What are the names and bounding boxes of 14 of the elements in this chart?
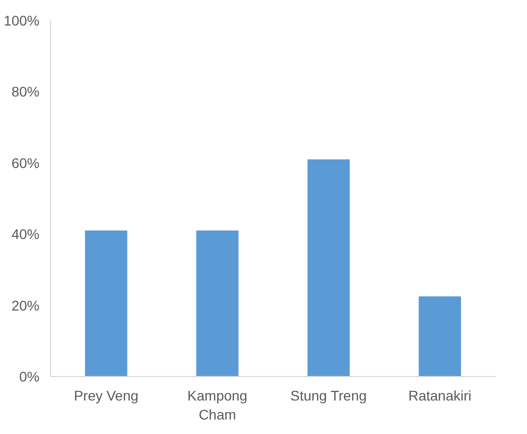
y-tick-label: 40%	[11, 226, 40, 242]
x-tick-label: Kampong Cham	[187, 388, 248, 423]
y-tick-label: 20%	[11, 297, 40, 314]
x-tick-label: Stung Treng	[290, 388, 367, 404]
bar	[307, 159, 350, 376]
y-tick-label: 0%	[19, 368, 40, 384]
x-tick-label: Ratanakiri	[408, 388, 472, 404]
bar	[196, 230, 239, 376]
y-tick-label: 80%	[11, 84, 40, 100]
bar	[84, 230, 128, 376]
x-tick-label: Prey Veng	[74, 388, 138, 404]
y-tick-label: 60%	[11, 154, 40, 171]
y-tick-label: 100%	[4, 12, 40, 28]
bar	[418, 296, 462, 376]
